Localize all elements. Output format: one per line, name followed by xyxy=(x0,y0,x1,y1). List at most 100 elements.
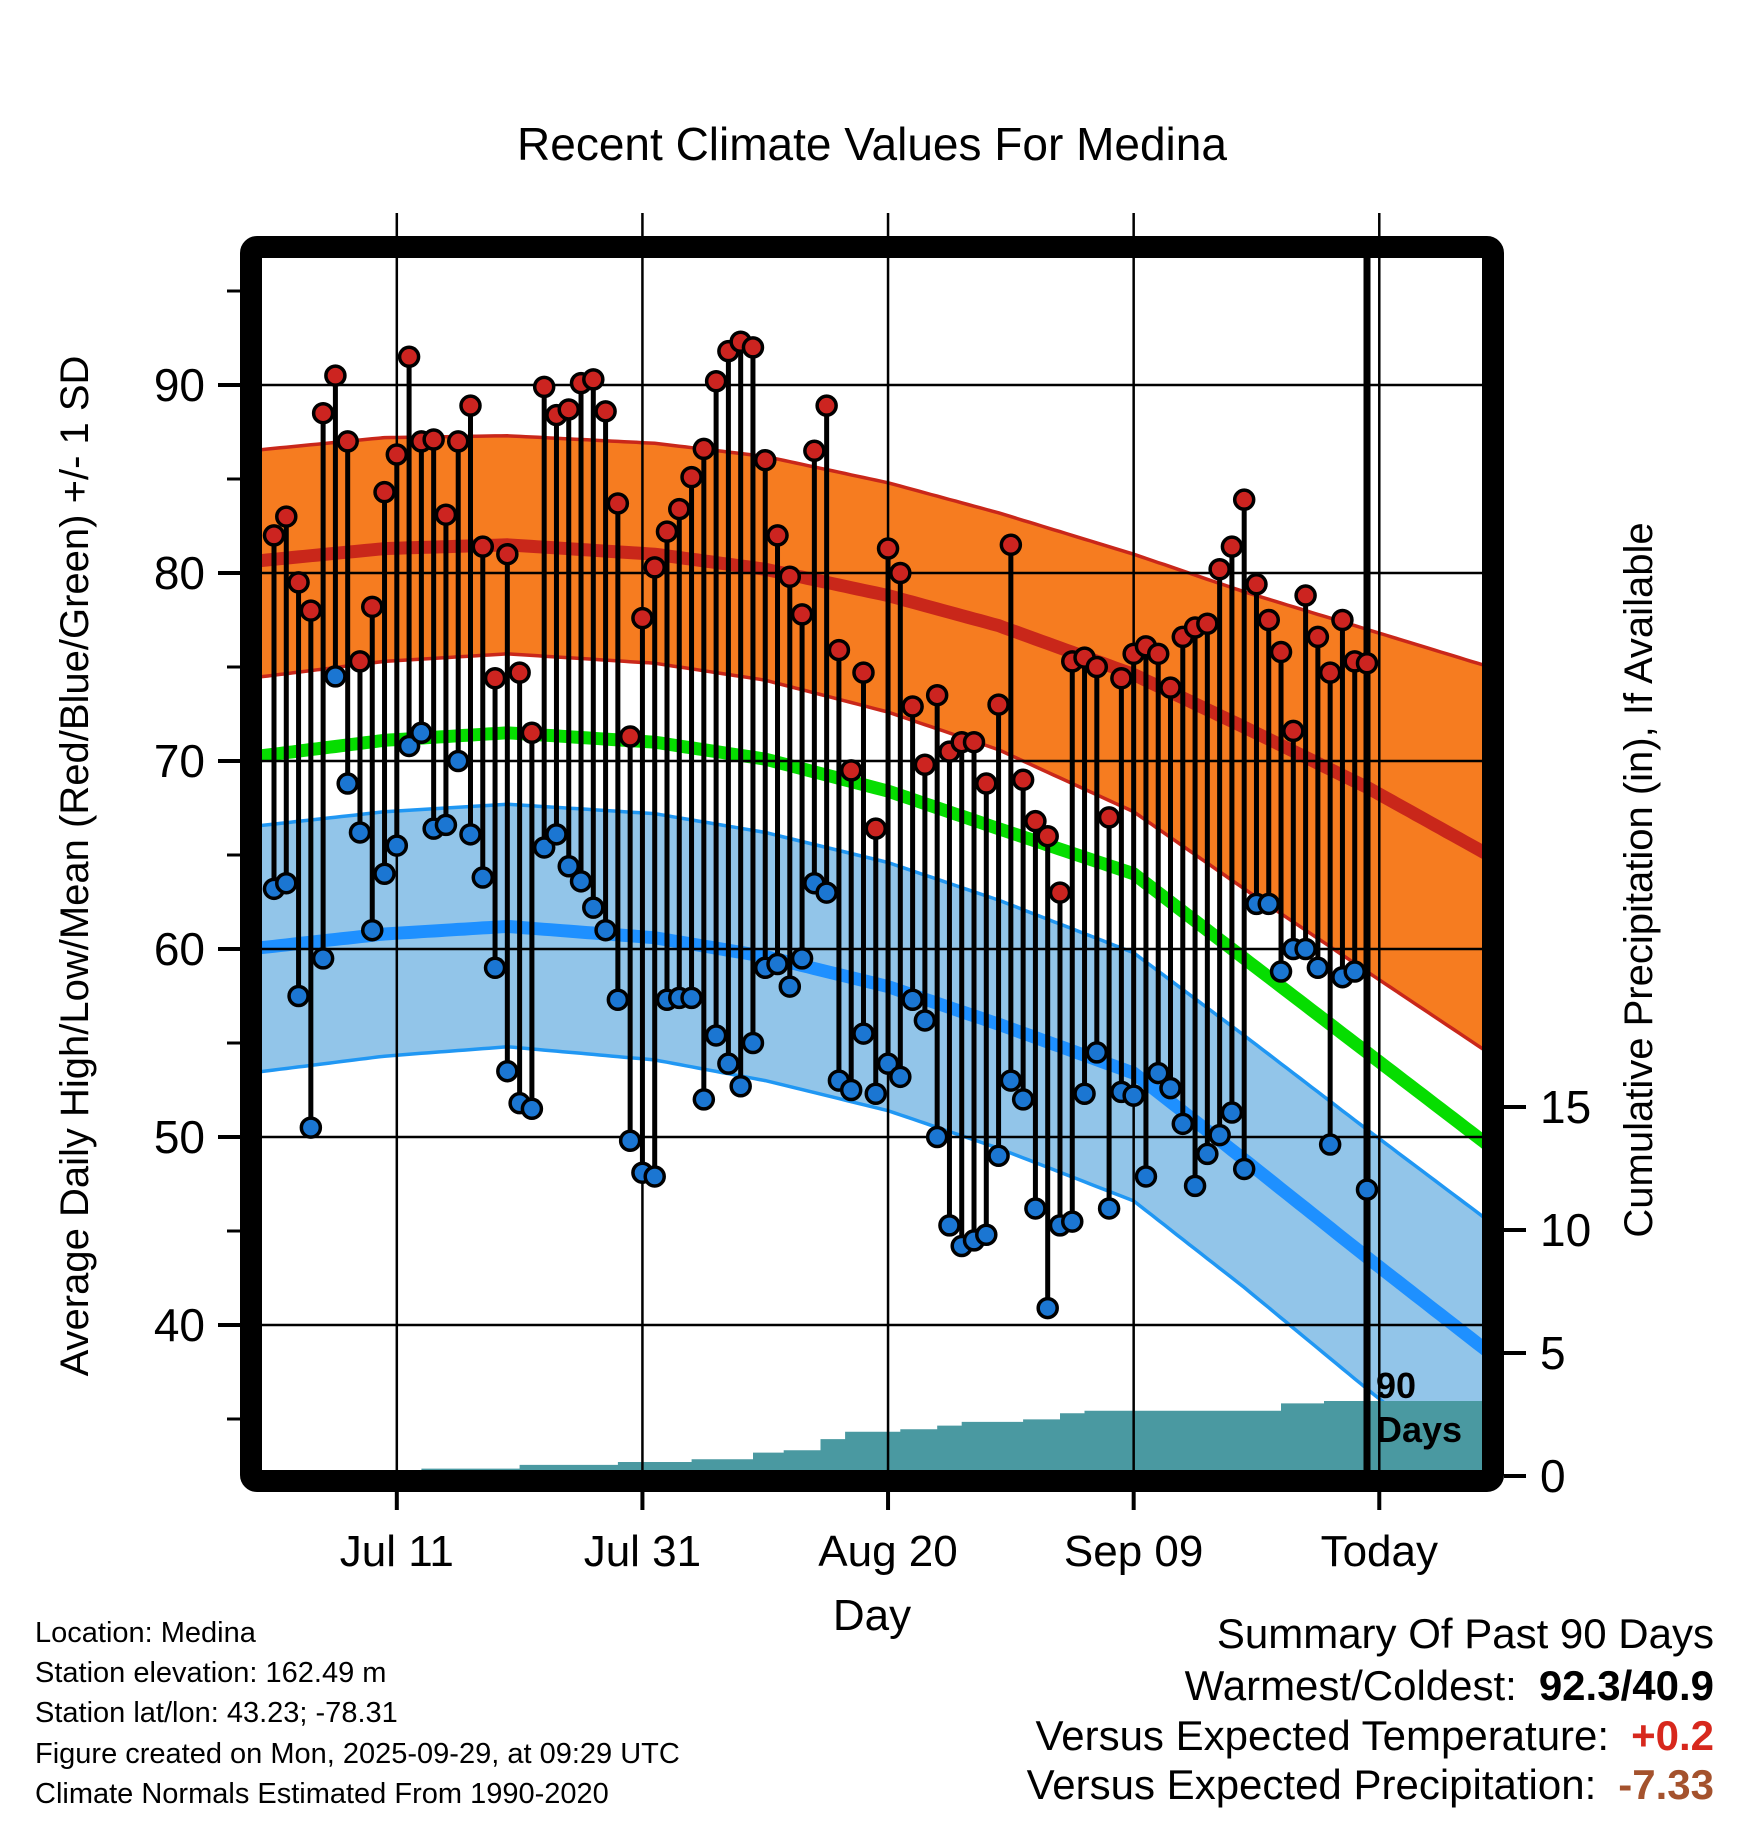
daily-low-dot xyxy=(569,870,593,893)
daily-low-dot xyxy=(1146,1061,1170,1085)
daily-low-dot xyxy=(1196,1142,1219,1166)
daily-low-dot xyxy=(1011,1088,1035,1111)
daily-high-dot xyxy=(643,556,666,579)
daily-high-dot xyxy=(999,533,1023,557)
daily-high-dot xyxy=(1048,881,1072,904)
daily-high-dot xyxy=(471,535,495,558)
daily-low-dot xyxy=(582,896,605,919)
x-tick-label: Jul 31 xyxy=(584,1527,701,1576)
daily-low-dot xyxy=(1294,937,1317,961)
daily-low-dot xyxy=(1085,1041,1109,1064)
daily-low-dot xyxy=(594,918,617,942)
daily-low-dot xyxy=(692,1088,716,1111)
daily-high-dot xyxy=(1220,535,1244,558)
daily-low-dot xyxy=(385,834,409,857)
daily-high-dot xyxy=(815,394,838,417)
daily-high-dot xyxy=(299,599,323,622)
daily-high-dot xyxy=(287,571,310,594)
daily-high-dot xyxy=(1331,608,1354,632)
daily-high-dot xyxy=(311,401,335,425)
daily-low-dot xyxy=(680,986,703,1010)
daily-low-dot xyxy=(815,881,838,904)
ninety-days-label-top: 90 xyxy=(1376,1365,1416,1406)
station-latlon: Station lat/lon: 43.23; -78.31 xyxy=(35,1697,398,1729)
daily-high-dot xyxy=(1318,661,1342,684)
daily-high-dot xyxy=(803,439,826,463)
daily-high-dot xyxy=(496,542,519,566)
daily-low-dot xyxy=(471,866,495,889)
x-axis-label: Day xyxy=(833,1591,911,1640)
daily-high-dot xyxy=(766,524,789,547)
daily-low-dot xyxy=(1159,1076,1182,1100)
plot-border xyxy=(240,236,1504,1492)
daily-low-dot xyxy=(1232,1157,1256,1181)
left-tick-label: 70 xyxy=(154,735,205,787)
daily-low-dot xyxy=(532,836,556,859)
daily-high-dot xyxy=(913,753,937,777)
daily-low-dot xyxy=(876,1052,900,1075)
daily-high-dot xyxy=(508,661,531,684)
daily-high-dot xyxy=(483,667,507,690)
vs-temperature-value: +0.2 xyxy=(1631,1712,1714,1759)
daily-high-dot xyxy=(582,368,605,391)
daily-low-dot xyxy=(1183,1174,1207,1198)
left-tick-label: 50 xyxy=(154,1111,205,1163)
daily-low-dot xyxy=(901,988,924,1012)
gridlines-layer xyxy=(262,213,1482,1470)
daily-high-dot xyxy=(606,492,630,515)
daily-high-dot xyxy=(1110,667,1133,690)
daily-low-dot xyxy=(766,952,789,976)
low-temp-sd-band xyxy=(262,804,1482,1470)
daily-low-dot xyxy=(483,956,507,980)
daily-low-dot xyxy=(459,823,482,846)
daily-low-dot xyxy=(336,772,359,795)
right-tick-label: 10 xyxy=(1540,1204,1591,1256)
daily-high-dot xyxy=(901,695,924,718)
x-tick-label: Aug 20 xyxy=(818,1527,957,1576)
daily-high-dot xyxy=(360,595,384,619)
daily-low-dot xyxy=(1061,1210,1084,1233)
summary-vs-precipitation: Versus Expected Precipitation: -7.33 xyxy=(1027,1761,1714,1808)
daily-low-dot xyxy=(1134,1165,1158,1188)
daily-low-dot xyxy=(987,1144,1010,1168)
daily-stems-layer xyxy=(262,330,1379,1320)
daily-low-dot xyxy=(360,918,384,942)
daily-high-dot xyxy=(1011,768,1035,792)
daily-low-dot xyxy=(496,1059,519,1083)
daily-high-dot xyxy=(594,400,617,423)
daily-low-dot xyxy=(275,871,298,895)
daily-low-dot xyxy=(925,1125,949,1149)
daily-high-dot xyxy=(446,430,470,453)
daily-high-dot xyxy=(520,721,544,745)
daily-low-dot xyxy=(1306,956,1330,980)
daily-high-dot xyxy=(704,369,728,393)
daily-low-dot xyxy=(729,1074,752,1098)
daily-high-dot xyxy=(1085,655,1109,679)
right-tick-label: 5 xyxy=(1540,1327,1566,1379)
daily-low-dot xyxy=(1097,1197,1121,1220)
daily-low-dot xyxy=(913,1009,937,1032)
daily-high-dot xyxy=(631,606,654,630)
daily-low-dot xyxy=(717,1052,740,1075)
daily-low-dot xyxy=(1355,1178,1379,1201)
figure-created: Figure created on Mon, 2025-09-29, at 09… xyxy=(35,1738,680,1770)
daily-high-dot xyxy=(385,443,409,466)
daily-high-dot xyxy=(1146,642,1170,666)
daily-low-dot xyxy=(299,1116,323,1139)
daily-high-dot xyxy=(1245,573,1268,596)
low-band-bottom-edge xyxy=(262,1045,1471,1470)
daily-low-dot xyxy=(790,947,814,970)
daily-high-dot xyxy=(778,565,802,589)
summary-block: Summary Of Past 90 Days Warmest/Coldest:… xyxy=(1027,1610,1714,1808)
daily-high-dot xyxy=(668,497,691,521)
daily-high-dot xyxy=(373,480,396,504)
daily-low-dot xyxy=(704,1024,728,1047)
daily-high-dot xyxy=(975,772,998,795)
daily-low-dot xyxy=(864,1082,888,1106)
daily-high-dot xyxy=(1306,625,1330,649)
daily-high-dot xyxy=(532,375,556,399)
daily-low-dot xyxy=(311,947,335,970)
daily-low-dot xyxy=(324,665,347,688)
daily-low-dot xyxy=(1269,960,1293,983)
